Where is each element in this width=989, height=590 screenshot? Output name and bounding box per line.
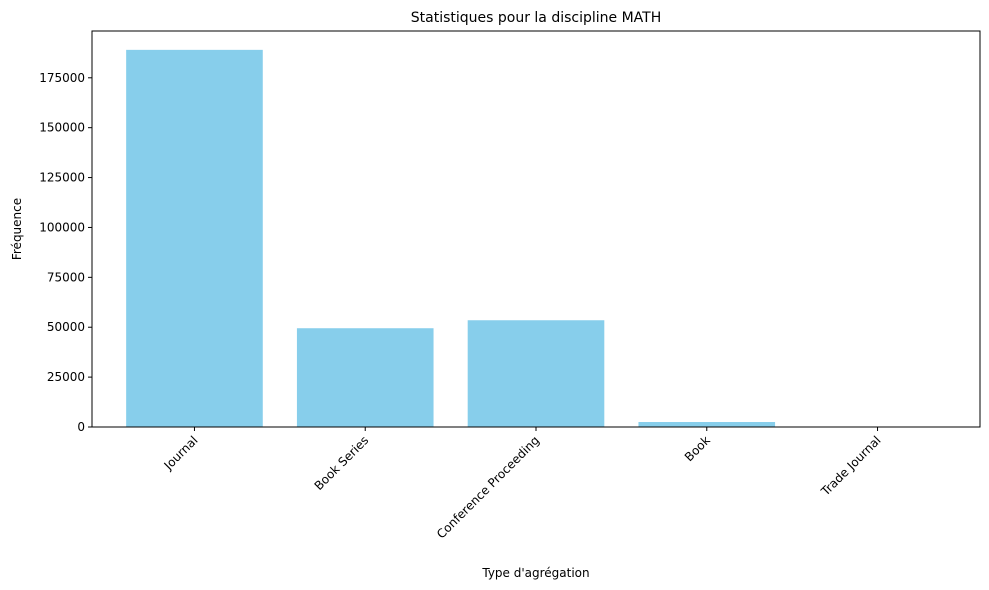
chart-title: Statistiques pour la discipline MATH bbox=[411, 10, 661, 26]
bar-book bbox=[638, 422, 776, 427]
x-axis-label: Type d'agrégation bbox=[481, 566, 589, 580]
y-tick-label: 25000 bbox=[47, 370, 85, 384]
bar-conference-proceeding bbox=[467, 320, 605, 427]
bars-group bbox=[126, 49, 946, 427]
y-tick-label: 125000 bbox=[39, 171, 85, 185]
x-axis-ticks: Journal Book Series Conference Proceeding B… bbox=[161, 427, 884, 541]
plot-frame bbox=[91, 30, 981, 428]
y-axis-label: Fréquence bbox=[10, 198, 24, 260]
y-tick-label: 75000 bbox=[47, 270, 85, 284]
x-tick-label: Journal bbox=[161, 433, 201, 473]
x-tick-label: Book bbox=[682, 433, 713, 464]
y-tick-label: 175000 bbox=[39, 71, 85, 85]
y-tick-label: 50000 bbox=[47, 320, 85, 334]
y-tick-label: 150000 bbox=[39, 121, 85, 135]
bar-book-series bbox=[296, 328, 434, 427]
x-tick-label: Book Series bbox=[312, 433, 372, 493]
y-tick-label: 100000 bbox=[39, 220, 85, 234]
x-tick-label: Conference Proceeding bbox=[434, 433, 542, 541]
y-axis-ticks: 0 25000 50000 75000 100000 125000 150000 175000 bbox=[39, 71, 92, 434]
x-tick-label: Trade Journal bbox=[818, 433, 884, 499]
y-tick-label: 0 bbox=[77, 420, 85, 434]
bar-journal bbox=[126, 49, 263, 427]
